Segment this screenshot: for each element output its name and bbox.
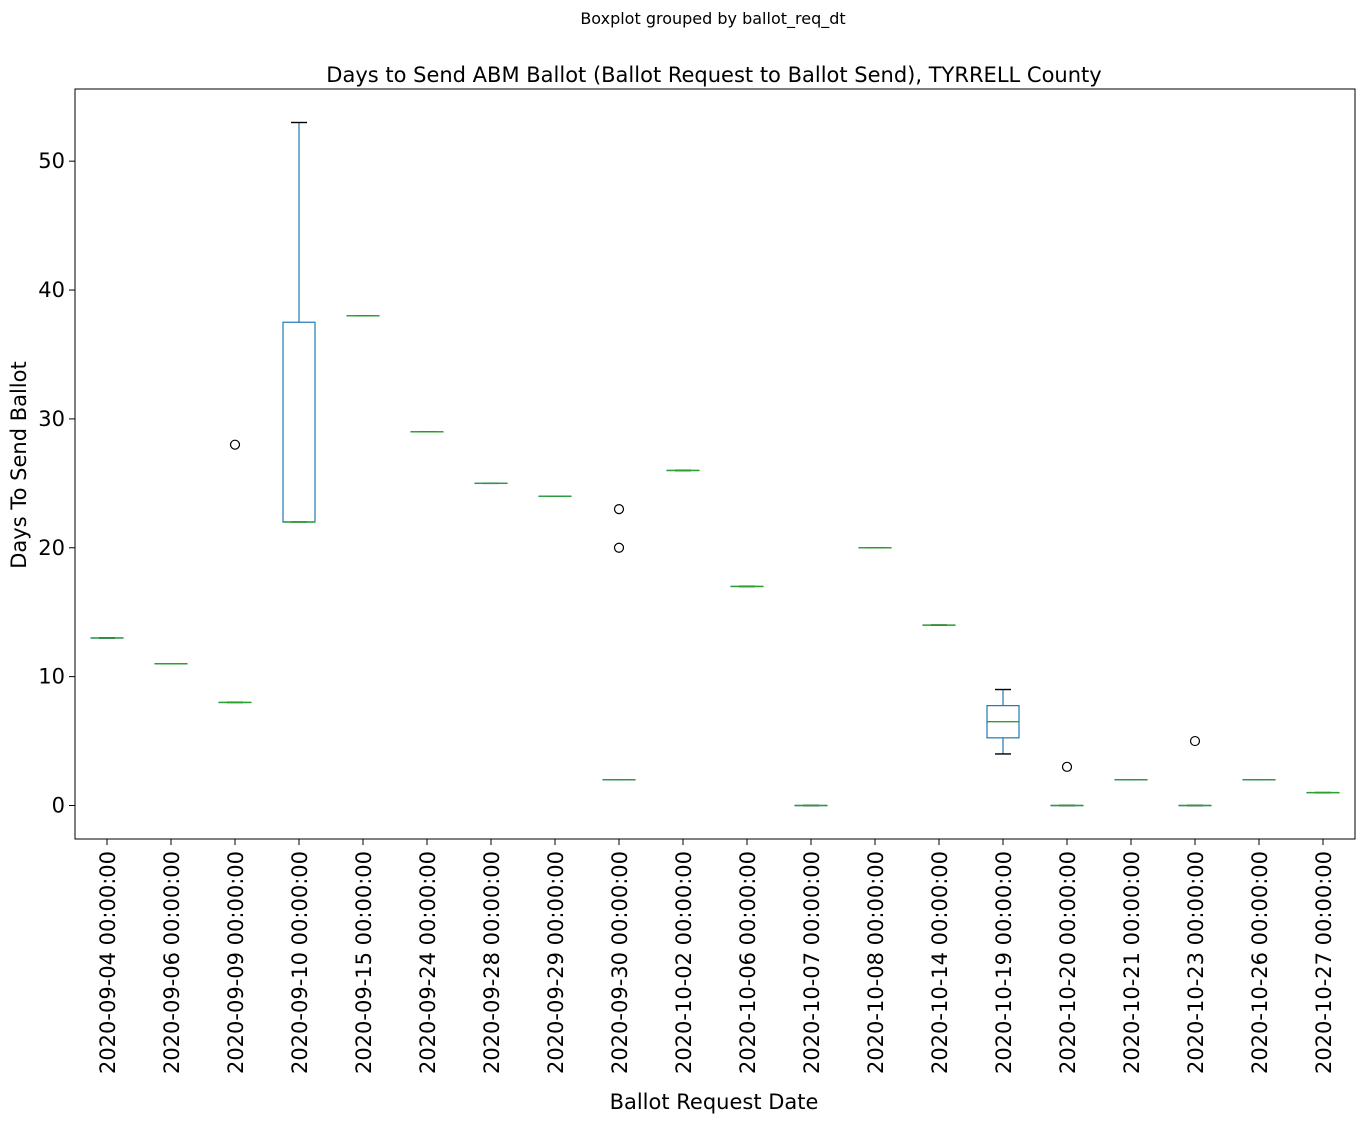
y-tick-label-40: 40 bbox=[38, 278, 65, 302]
y-axis-label: Days To Send Ballot bbox=[7, 361, 31, 568]
y-tick-label-30: 30 bbox=[38, 407, 65, 431]
x-tick-label-15: 2020-10-20 00:00:00 bbox=[1056, 851, 1080, 1074]
box-2-flier-0 bbox=[231, 440, 240, 449]
y-tick-label-20: 20 bbox=[38, 536, 65, 560]
y-tick-label-0: 0 bbox=[52, 793, 65, 817]
box-15-flier-0 bbox=[1063, 762, 1072, 771]
x-tick-label-10: 2020-10-06 00:00:00 bbox=[736, 851, 760, 1074]
x-tick-label-1: 2020-09-06 00:00:00 bbox=[160, 851, 184, 1074]
x-tick-label-9: 2020-10-02 00:00:00 bbox=[672, 851, 696, 1074]
y-tick-label-10: 10 bbox=[38, 665, 65, 689]
x-tick-label-12: 2020-10-08 00:00:00 bbox=[864, 851, 888, 1074]
plot-area: 0 10 20 30 40 50 2020-09-04 00:00:00 2020-09-06… bbox=[38, 89, 1355, 1074]
x-tick-label-3: 2020-09-10 00:00:00 bbox=[288, 851, 312, 1074]
x-axis-label: Ballot Request Date bbox=[610, 1090, 819, 1114]
x-tick-label-11: 2020-10-07 00:00:00 bbox=[800, 851, 824, 1074]
x-tick-label-18: 2020-10-26 00:00:00 bbox=[1248, 851, 1272, 1074]
plot-frame bbox=[75, 89, 1355, 839]
x-tick-label-13: 2020-10-14 00:00:00 bbox=[928, 851, 952, 1074]
x-tick-label-17: 2020-10-23 00:00:00 bbox=[1184, 851, 1208, 1074]
x-tick-label-0: 2020-09-04 00:00:00 bbox=[96, 851, 120, 1074]
x-tick-label-4: 2020-09-15 00:00:00 bbox=[352, 851, 376, 1074]
x-tick-label-8: 2020-09-30 00:00:00 bbox=[608, 851, 632, 1074]
x-tick-label-16: 2020-10-21 00:00:00 bbox=[1120, 851, 1144, 1074]
chart-suptitle: Boxplot grouped by ballot_req_dt bbox=[580, 9, 845, 29]
chart-title: Days to Send ABM Ballot (Ballot Request … bbox=[326, 63, 1101, 87]
box-3 bbox=[283, 322, 315, 522]
box-8-flier-1 bbox=[615, 505, 624, 514]
x-tick-label-14: 2020-10-19 00:00:00 bbox=[992, 851, 1016, 1074]
x-tick-label-2: 2020-09-09 00:00:00 bbox=[224, 851, 248, 1074]
x-tick-label-7: 2020-09-29 00:00:00 bbox=[544, 851, 568, 1074]
y-tick-label-50: 50 bbox=[38, 149, 65, 173]
x-tick-label-5: 2020-09-24 00:00:00 bbox=[416, 851, 440, 1074]
box-8-flier-0 bbox=[615, 543, 624, 552]
x-tick-label-6: 2020-09-28 00:00:00 bbox=[480, 851, 504, 1074]
x-tick-label-19: 2020-10-27 00:00:00 bbox=[1312, 851, 1336, 1074]
box-17-flier-0 bbox=[1191, 737, 1200, 746]
